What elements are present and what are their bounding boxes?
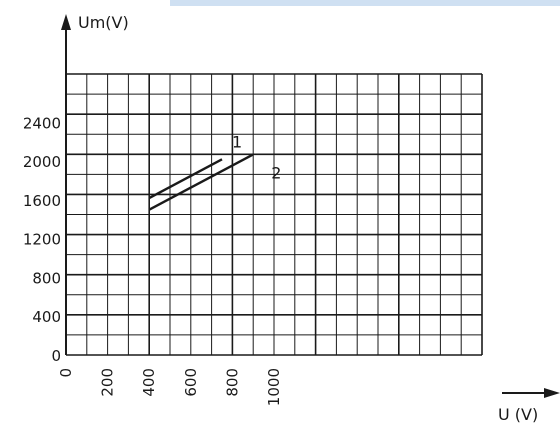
x-tick-label: 0 xyxy=(57,368,75,378)
x-tick-label: 1000 xyxy=(265,368,283,406)
y-tick-labels: 0 400 800 1200 1600 2000 2400 xyxy=(23,114,61,365)
series-line-2 xyxy=(148,153,254,211)
x-tick-labels: 0 200 400 600 800 1000 xyxy=(57,368,283,406)
grid xyxy=(65,73,483,356)
y-tick-label: 0 xyxy=(51,347,61,365)
y-tick-label: 800 xyxy=(32,269,61,287)
x-tick-label: 800 xyxy=(223,368,241,397)
x-tick-label: 200 xyxy=(99,368,117,397)
y-tick-label: 1200 xyxy=(23,231,61,249)
y-tick-label: 1600 xyxy=(23,192,61,210)
series-line-1 xyxy=(148,158,223,200)
header-band xyxy=(170,0,560,6)
y-tick-label: 2400 xyxy=(23,114,61,132)
series-label-2: 2 xyxy=(271,163,281,182)
x-axis-title: U (V) xyxy=(498,405,538,424)
y-tick-label: 400 xyxy=(32,308,61,326)
y-tick-label: 2000 xyxy=(23,153,61,171)
x-tick-label: 600 xyxy=(182,368,200,397)
y-axis-arrow-icon xyxy=(61,14,71,30)
series-lines: 12 xyxy=(148,132,281,211)
x-tick-label: 400 xyxy=(140,368,158,397)
axes xyxy=(61,14,560,398)
y-axis-title: Um(V) xyxy=(78,13,129,32)
x-axis-arrow-icon xyxy=(544,388,560,398)
series-label-1: 1 xyxy=(232,132,242,151)
